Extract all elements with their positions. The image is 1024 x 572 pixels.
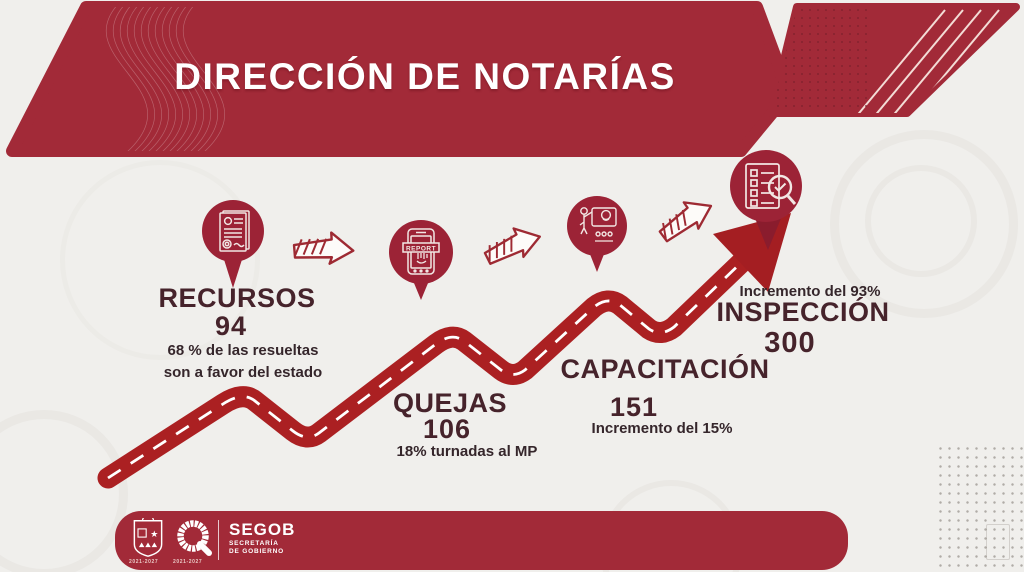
- milestone-label-recursos: RECURSOS: [158, 283, 316, 313]
- watermark-circle: [830, 130, 1018, 318]
- hand-arrow-icon: [479, 221, 545, 267]
- footer-agency-sub2: DE GOBIERNO: [229, 548, 285, 556]
- q-logo: [177, 520, 212, 556]
- footer-agency-block: SEGOB SECRETARÍA DE GOBIERNO: [229, 520, 295, 557]
- milestone-label-capacitacion: CAPACITACIÓN: [560, 354, 770, 384]
- footer-bar: ★ 2021-2027 2021-2027 SEGOB SECRETARÍA D…: [115, 511, 848, 570]
- watermark-circle: [0, 410, 128, 572]
- dots-pattern-bottom-right: [936, 444, 1024, 572]
- watermark-rect: [986, 524, 1010, 560]
- milestone-value-inspeccion: 300: [764, 327, 816, 359]
- header-banner: [6, 1, 1020, 157]
- svg-text:★: ★: [150, 529, 158, 539]
- inspection-icon: [745, 163, 797, 209]
- milestone-caption-quejas: 18% turnadas al MP: [396, 443, 538, 460]
- footer-divider: [218, 520, 219, 560]
- milestone-value-capacitacion: 151: [609, 392, 659, 422]
- milestone-caption-inspeccion: Incremento del 93%: [739, 283, 881, 300]
- phone-report-label: REPORT: [406, 246, 436, 253]
- pin-capacitacion: [567, 196, 627, 272]
- shield-logo-caption: 2021-2027: [129, 559, 159, 565]
- report-phone-icon: [402, 228, 440, 275]
- hand-arrow-icon: [290, 226, 357, 268]
- pin-recursos: [202, 200, 264, 288]
- footer-agency-name: SEGOB: [229, 520, 296, 539]
- training-icon: [579, 207, 617, 242]
- pin-quejas: REPORT: [389, 220, 453, 300]
- milestone-value-recursos: 94: [214, 311, 248, 341]
- certificate-icon: [219, 210, 250, 252]
- footer-agency-sub1: SECRETARÍA: [229, 540, 279, 547]
- milestone-caption-recursos: 68 % de las resueltas son a favor del es…: [163, 342, 323, 381]
- q-logo-caption: 2021-2027: [173, 559, 203, 565]
- milestone-value-quejas: 106: [422, 414, 472, 444]
- milestone-label-quejas: QUEJAS: [392, 388, 508, 418]
- milestone-label-inspeccion: INSPECCIÓN: [716, 297, 890, 327]
- hand-arrow-icon: [651, 191, 719, 245]
- watermark-circle: [865, 165, 977, 277]
- milestone-caption-capacitacion: Incremento del 15%: [591, 420, 733, 437]
- watermark-circle: [60, 160, 260, 360]
- page-title: DIRECCIÓN DE NOTARÍAS: [174, 56, 676, 97]
- shield-logo: ★: [133, 518, 163, 557]
- banner-shape: [6, 1, 795, 157]
- pin-inspeccion: [730, 150, 802, 222]
